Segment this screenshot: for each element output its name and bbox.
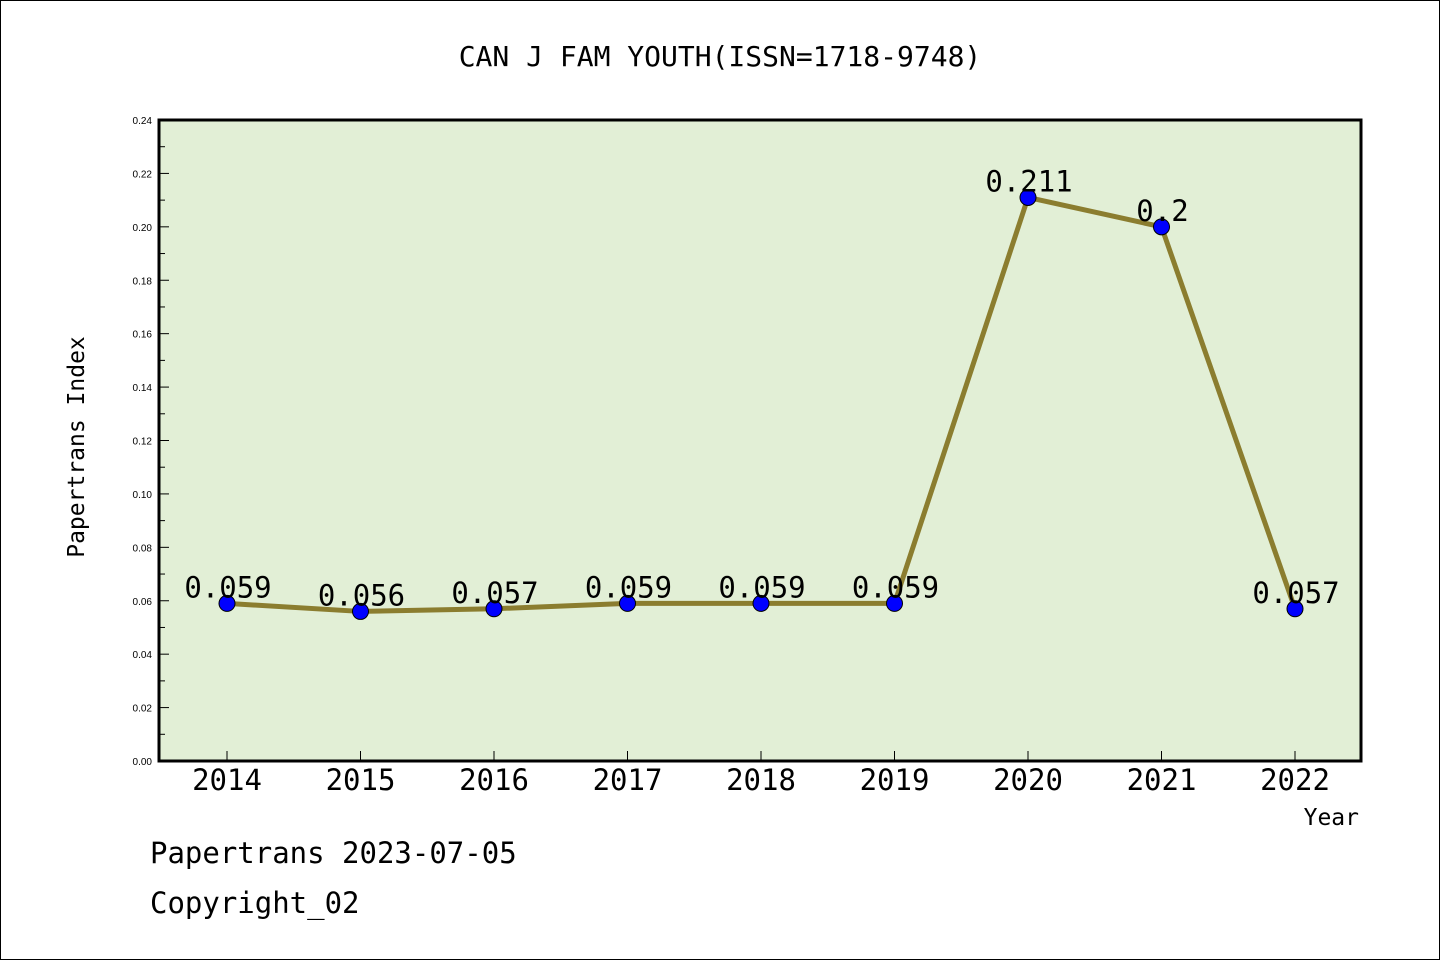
y-tick-label: 0.02 bbox=[133, 704, 153, 715]
y-tick-label: 0.18 bbox=[133, 276, 153, 287]
data-point-marker bbox=[886, 594, 903, 612]
data-point-marker bbox=[619, 594, 636, 612]
y-tick-label: 0.04 bbox=[133, 650, 153, 661]
y-tick-label: 0.12 bbox=[133, 437, 153, 448]
x-tick-label: 2018 bbox=[726, 763, 796, 797]
x-axis-label: Year bbox=[1304, 805, 1359, 831]
data-label: 0.059 bbox=[184, 570, 271, 604]
y-tick-label: 0.06 bbox=[133, 597, 153, 608]
x-tick-label: 2015 bbox=[326, 763, 396, 797]
data-point-marker bbox=[218, 594, 236, 612]
y-tick-label: 0.24 bbox=[133, 116, 153, 127]
chart-title: CAN J FAM YOUTH(ISSN=1718-9748) bbox=[459, 40, 982, 73]
x-tick-label: 2014 bbox=[192, 763, 262, 797]
data-point-marker bbox=[752, 594, 770, 612]
data-label: 0.057 bbox=[1252, 576, 1339, 610]
data-label: 0.059 bbox=[585, 570, 672, 604]
y-tick-label: 0.08 bbox=[133, 543, 153, 554]
data-label-group: 0.059 0.056 0.057 0.059 0.059 0.059 0.211 0.2 0.… bbox=[184, 164, 1339, 612]
y-axis-label: Papertrans Index bbox=[64, 336, 90, 558]
data-label: 0.059 bbox=[852, 570, 939, 604]
x-tick-label: 2020 bbox=[993, 763, 1063, 797]
x-tick-label: 2019 bbox=[860, 763, 930, 797]
x-tick-label: 2016 bbox=[459, 763, 529, 797]
data-point-marker bbox=[1153, 218, 1170, 236]
x-tick-label: 2022 bbox=[1260, 763, 1330, 797]
data-label: 0.2 bbox=[1136, 194, 1188, 228]
x-axis: 2014 2015 2016 2017 2018 2019 2020 2021 2022 bbox=[192, 751, 1330, 797]
series-line-group bbox=[218, 188, 1304, 620]
data-point-marker bbox=[1019, 188, 1037, 206]
y-tick-label: 0.16 bbox=[133, 330, 153, 341]
data-point-marker bbox=[1286, 600, 1304, 618]
y-tick-label: 0.00 bbox=[133, 757, 153, 768]
x-tick-label: 2017 bbox=[593, 763, 663, 797]
y-tick-label: 0.10 bbox=[133, 490, 153, 501]
data-point-marker bbox=[485, 600, 503, 618]
data-label: 0.056 bbox=[318, 578, 405, 612]
data-label: 0.057 bbox=[451, 576, 538, 610]
data-label: 0.211 bbox=[985, 164, 1072, 198]
x-tick-label: 2021 bbox=[1127, 763, 1197, 797]
y-tick-label: 0.20 bbox=[133, 223, 153, 234]
y-axis: 0.00 0.02 0.04 0.06 0.08 0.10 0.12 0.14 0.16 0.18… bbox=[133, 116, 169, 768]
data-label: 0.059 bbox=[718, 570, 805, 604]
data-point-marker bbox=[352, 602, 369, 620]
y-tick-label: 0.14 bbox=[133, 383, 153, 394]
y-tick-label: 0.22 bbox=[133, 169, 153, 180]
footer-date-text: Papertrans 2023-07-05 bbox=[150, 836, 517, 870]
footer-copyright-text: Copyright_02 bbox=[150, 886, 360, 920]
